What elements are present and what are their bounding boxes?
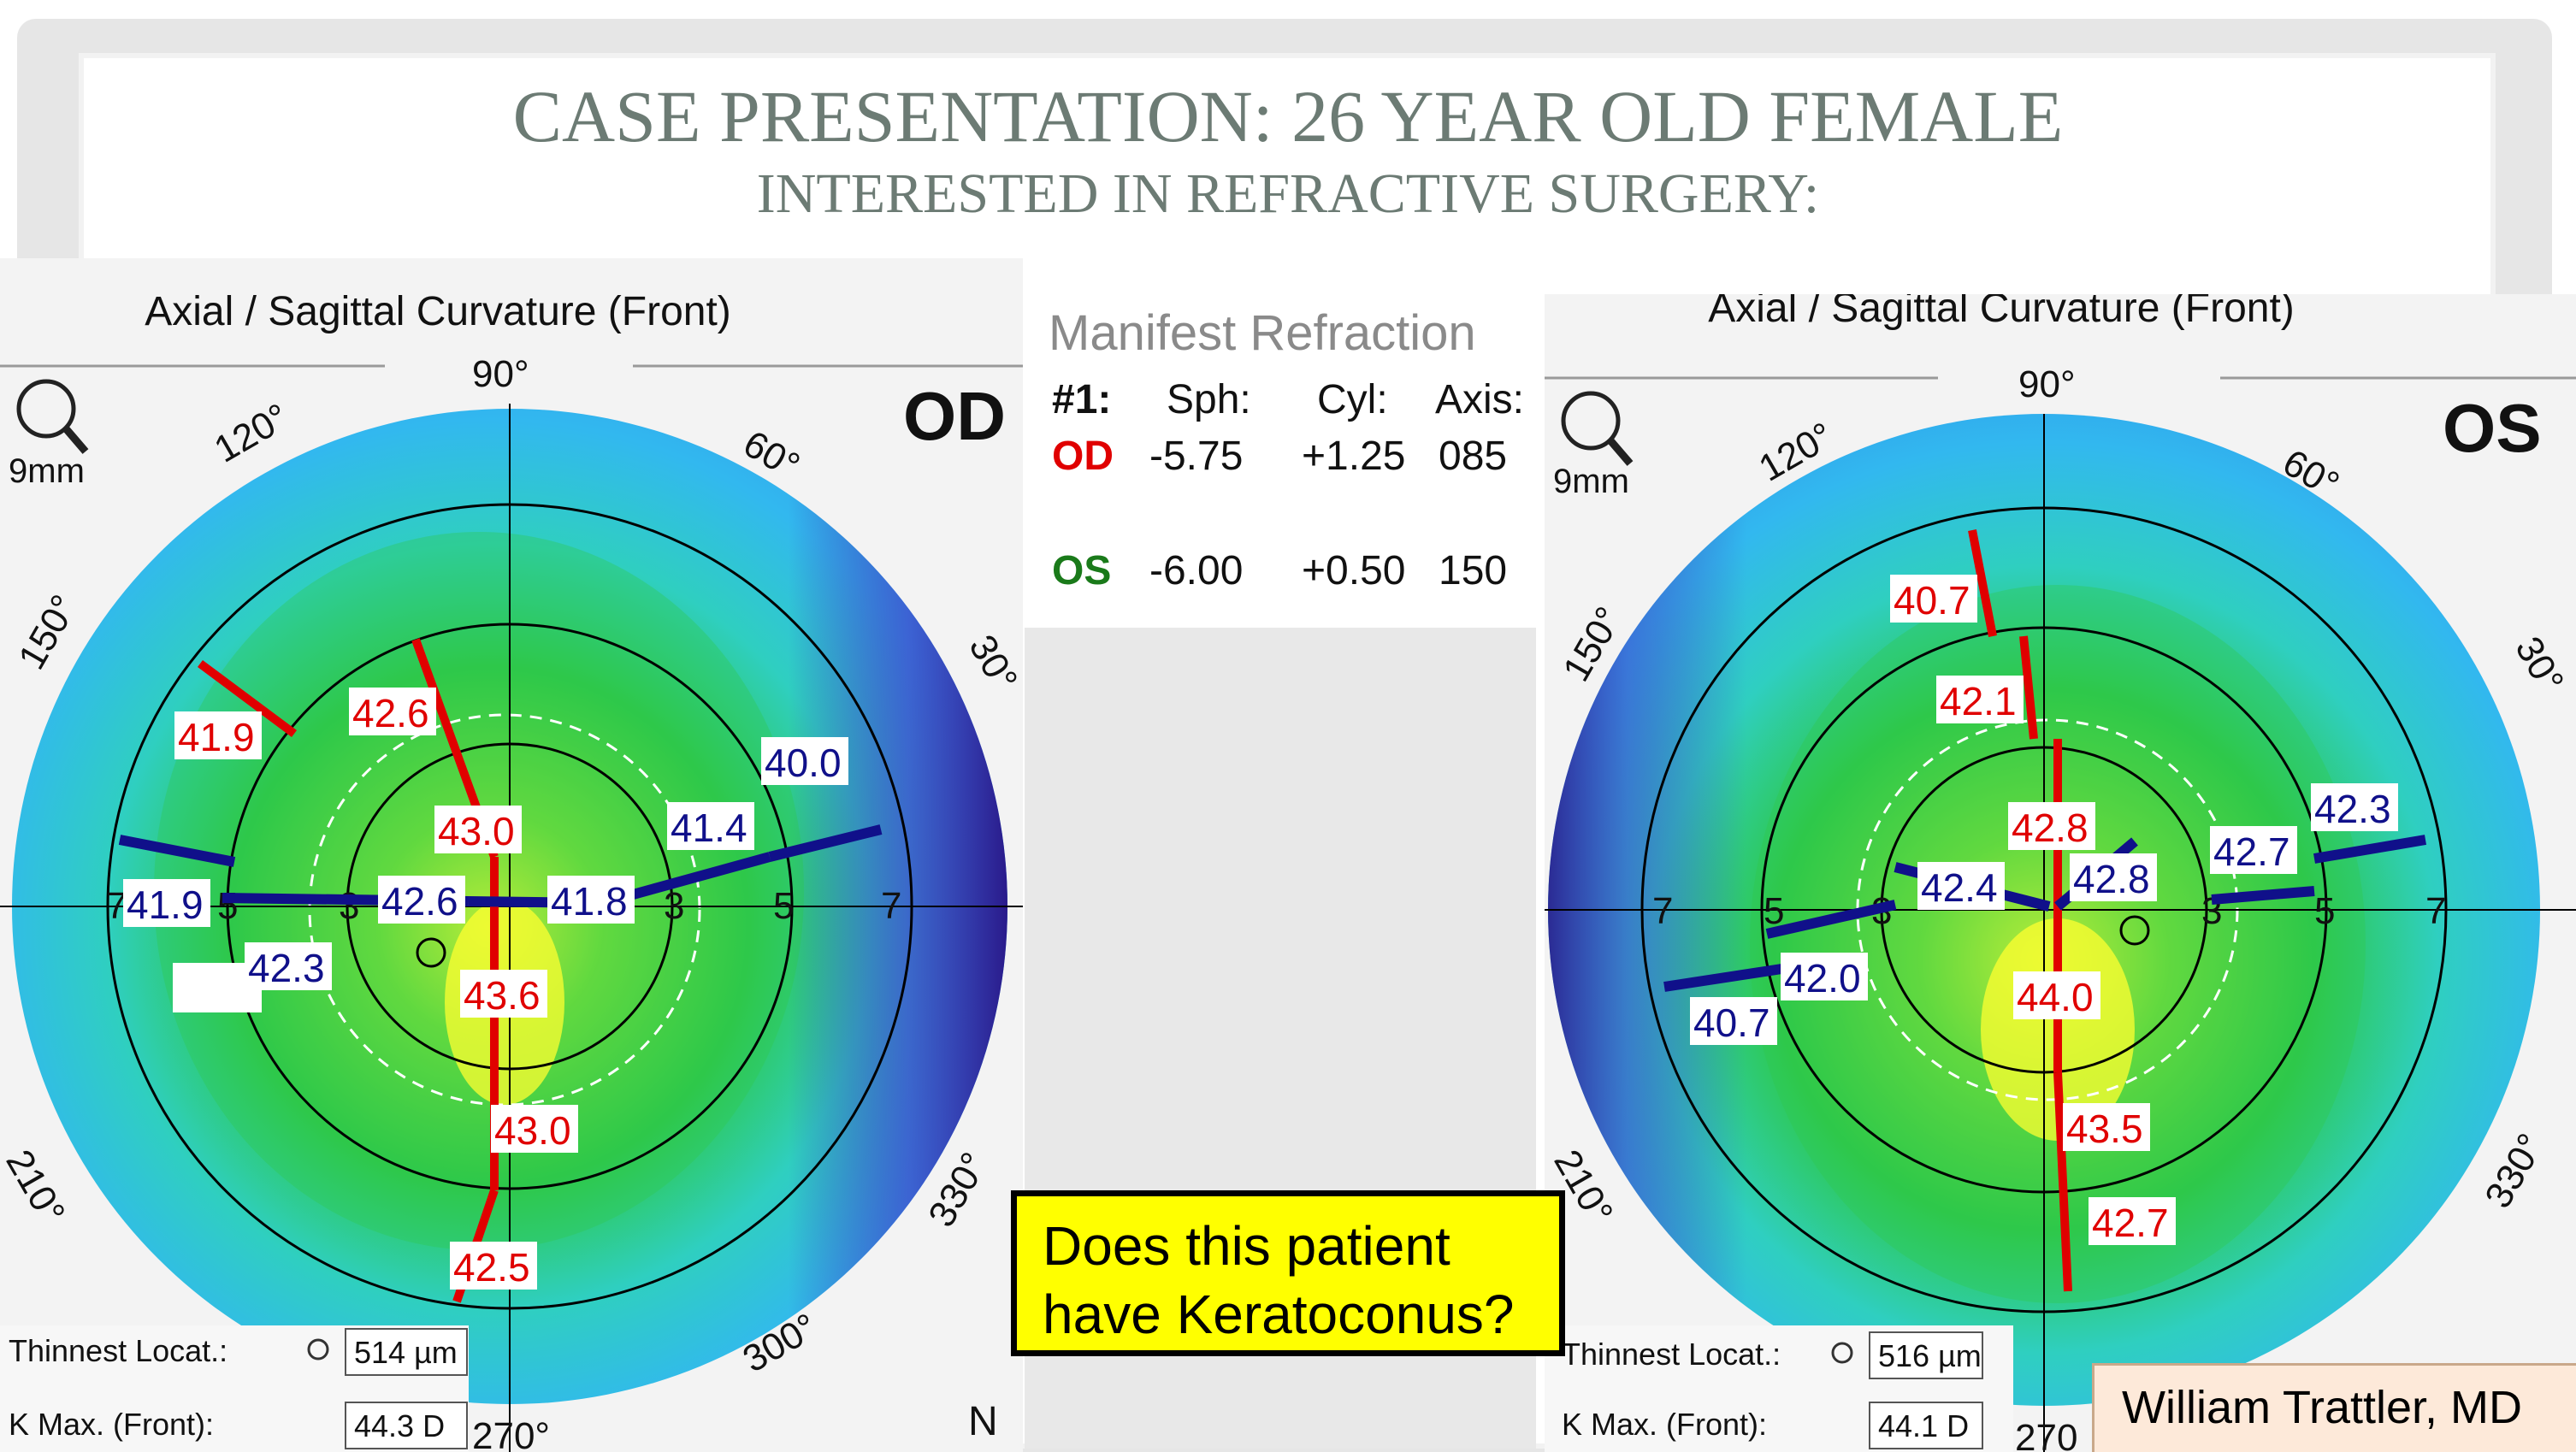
angle-label: 90°	[2018, 363, 2076, 405]
thinnest-location-value: 514 µm	[354, 1335, 458, 1370]
od-sph-value: -5.75	[1149, 434, 1244, 479]
question-line-1: Does this patient	[1043, 1215, 1450, 1277]
os-axis-value: 150	[1439, 548, 1508, 593]
zoom-icon[interactable]	[16, 379, 89, 454]
zoom-label: 9mm	[1553, 463, 1629, 500]
blue-curvature-value: 41.8	[551, 879, 628, 924]
ring-label: 5	[1764, 890, 1784, 932]
os-topography-panel: Axial / Sagittal Curvature (Front) 9mm O…	[1545, 294, 2576, 1452]
manifest-refraction-box: Manifest Refraction #1: Sph: Cyl: Axis: …	[1025, 258, 1545, 628]
blue-curvature-value: 42.6	[381, 879, 458, 924]
os-cyl-value: +0.50	[1302, 548, 1406, 593]
red-curvature-value: 43.0	[494, 1108, 571, 1153]
angle-label: 30°	[2507, 630, 2572, 700]
blue-curvature-value: 42.0	[1784, 956, 1861, 1000]
red-curvature-value: 43.6	[464, 973, 541, 1018]
blue-curvature-value: 40.7	[1693, 1000, 1770, 1045]
angle-label: 330°	[2477, 1127, 2552, 1215]
blue-curvature-value: 40.0	[765, 741, 842, 785]
os-sph-value: -6.00	[1149, 548, 1244, 593]
angle-label: 30°	[960, 629, 1023, 699]
title-line-2: INTERESTED IN REFRACTIVE SURGERY:	[756, 162, 1820, 225]
blue-curvature-value: 42.8	[2073, 857, 2150, 901]
thinnest-location-label: Thinnest Locat.:	[1562, 1337, 1781, 1372]
red-curvature-value: 42.7	[2092, 1201, 2169, 1245]
blue-curvature-value: 42.3	[2314, 787, 2391, 831]
od-topography-map: Axial / Sagittal Curvature (Front) 9mm O…	[0, 289, 1023, 1452]
blue-curvature-value: 41.4	[671, 806, 747, 850]
question-line-2: have Keratoconus?	[1043, 1284, 1515, 1345]
kmax-label: K Max. (Front):	[9, 1407, 214, 1442]
kmax-field	[1869, 1402, 1983, 1449]
red-curvature-value: 43.5	[2066, 1107, 2143, 1151]
red-curvature-value: 43.0	[438, 809, 515, 853]
question-callout: Does this patient have Keratoconus?	[1011, 1190, 1565, 1356]
red-curvature-value: 41.9	[178, 715, 255, 759]
os-eye-label: OS	[1052, 548, 1112, 593]
angle-label: 90°	[472, 353, 529, 395]
red-curvature-value: 42.5	[453, 1245, 530, 1290]
zoom-label: 9mm	[9, 452, 85, 490]
blue-curvature-value: 42.7	[2213, 829, 2290, 874]
ring-label: 3	[664, 885, 684, 927]
kmax-value: 44.1 D	[1878, 1408, 1969, 1443]
red-curvature-value: 40.7	[1894, 578, 1970, 623]
cyl-header: Cyl:	[1317, 377, 1388, 422]
kmax-value: 44.3 D	[354, 1408, 445, 1443]
thinnest-location-value: 516 µm	[1878, 1338, 1982, 1373]
od-map-title: Axial / Sagittal Curvature (Front)	[145, 289, 731, 334]
od-axis-value: 085	[1439, 434, 1508, 479]
thinnest-location-label: Thinnest Locat.:	[9, 1333, 227, 1368]
thinnest-location-field	[345, 1328, 468, 1376]
zoom-icon[interactable]	[1561, 391, 1634, 466]
red-curvature-value: 42.6	[352, 691, 429, 735]
refraction-title: Manifest Refraction	[1049, 305, 1476, 361]
od-eye-label: OD	[903, 378, 1006, 454]
red-curvature-value: 42.8	[2012, 806, 2089, 850]
od-topography-panel: Axial / Sagittal Curvature (Front) 9mm O…	[0, 258, 1023, 1452]
sph-header: Sph:	[1167, 377, 1251, 422]
angle-label: 150°	[10, 588, 86, 676]
os-map-title: Axial / Sagittal Curvature (Front)	[1708, 294, 2295, 331]
red-curvature-value: 44.0	[2017, 975, 2094, 1019]
od-eye-label: OD	[1052, 434, 1114, 479]
od-cyl-value: +1.25	[1302, 434, 1406, 479]
angle-label: 270	[2015, 1417, 2077, 1452]
kmax-field	[345, 1402, 468, 1449]
ring-label: 7	[881, 885, 901, 927]
blue-curvature-value: 42.3	[248, 946, 325, 990]
refraction-number-label: #1:	[1052, 377, 1112, 422]
ring-label: 5	[773, 885, 794, 927]
thinnest-location-field	[1869, 1331, 1983, 1379]
ring-label: 5	[2314, 890, 2335, 932]
slide-title: CASE PRESENTATION: 26 YEAR OLD FEMALE IN…	[0, 74, 2576, 229]
os-eye-label: OS	[2443, 390, 2542, 466]
blue-curvature-value: 41.9	[127, 882, 204, 927]
red-curvature-value: 42.1	[1940, 679, 2017, 723]
axis-header: Axis:	[1435, 377, 1525, 422]
title-line-1: CASE PRESENTATION: 26 YEAR OLD FEMALE	[512, 75, 2064, 157]
blue-curvature-value: 42.4	[1921, 865, 1998, 910]
angle-label: 270°	[472, 1415, 550, 1452]
ring-label: 3	[339, 885, 359, 927]
author-credit: William Trattler, MD	[2092, 1363, 2576, 1452]
angle-label: 120°	[208, 396, 296, 471]
ring-label: 5	[217, 885, 238, 927]
angle-label: 210°	[0, 1143, 73, 1231]
nasal-label: N	[968, 1399, 998, 1444]
ring-label: 7	[2425, 890, 2446, 932]
os-topography-map: Axial / Sagittal Curvature (Front) 9mm O…	[1545, 294, 2576, 1452]
ring-label: 7	[1652, 890, 1673, 932]
kmax-label: K Max. (Front):	[1562, 1407, 1767, 1442]
